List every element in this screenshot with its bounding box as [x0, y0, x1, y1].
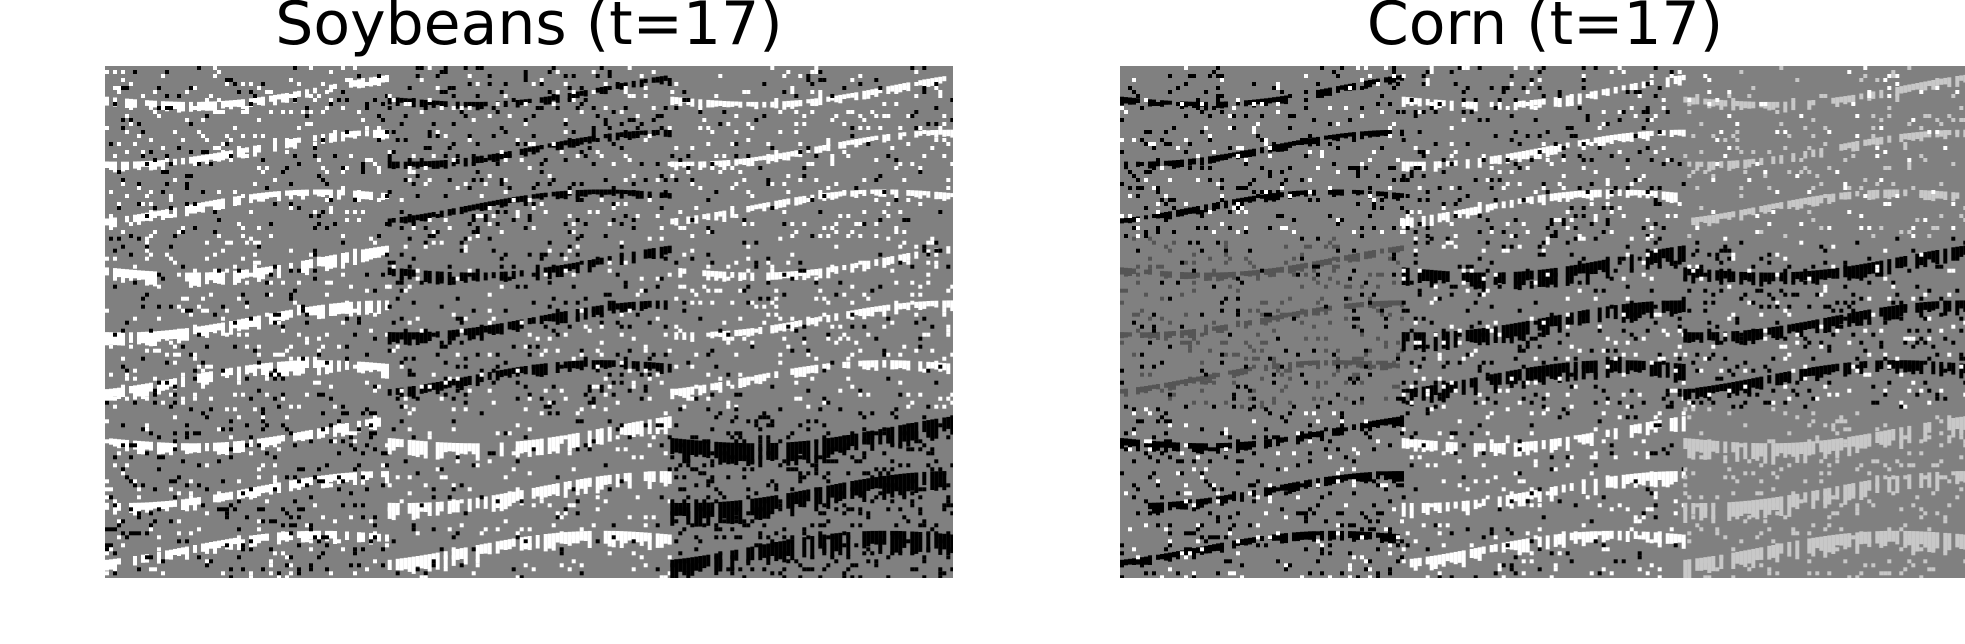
corn-prediction-map — [1120, 66, 1965, 578]
corn-map-canvas — [1120, 66, 1965, 578]
panel-title-soybeans: Soybeans (t=17) — [275, 0, 783, 59]
panel-title-corn: Corn (t=17) — [1366, 0, 1724, 59]
soybeans-map-canvas — [105, 66, 953, 578]
soybeans-prediction-map — [105, 66, 953, 578]
